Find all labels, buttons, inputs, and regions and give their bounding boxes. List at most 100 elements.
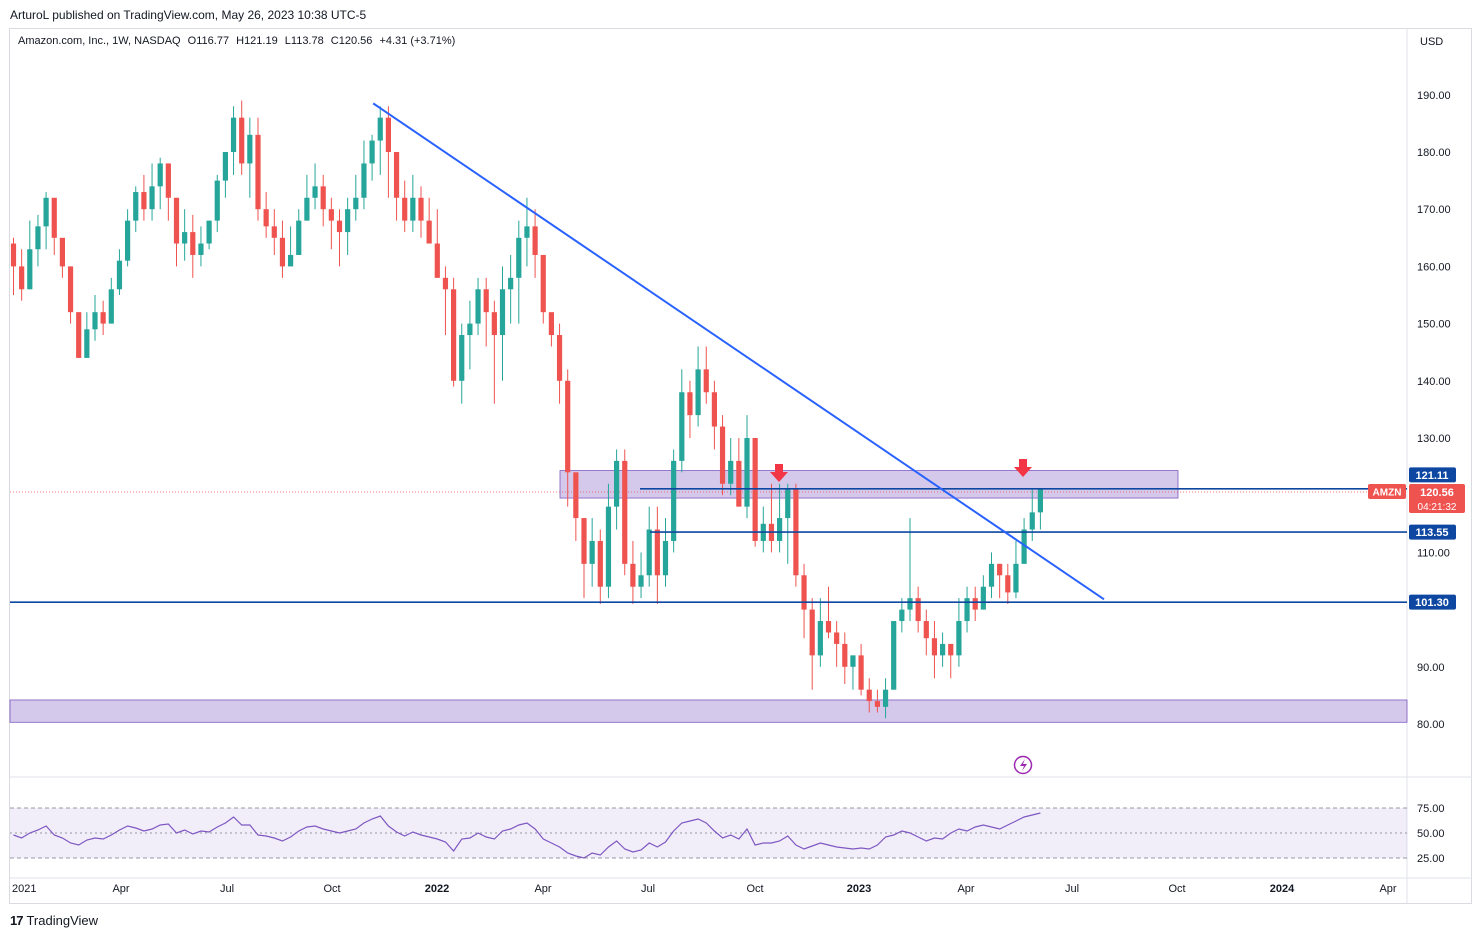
candle[interactable] (385, 106, 391, 198)
candle[interactable] (92, 295, 98, 341)
candle[interactable] (198, 226, 204, 267)
candle[interactable] (565, 369, 571, 507)
candle[interactable] (336, 209, 343, 267)
candle[interactable] (915, 586, 921, 633)
candle[interactable] (459, 323, 465, 404)
candle[interactable] (328, 197, 334, 250)
rsi-line[interactable] (13, 812, 1041, 859)
current-price-badge[interactable]: 120.56 04:21:32 (1409, 483, 1465, 513)
candle[interactable] (165, 163, 171, 221)
candle[interactable] (923, 609, 929, 656)
candle[interactable] (508, 254, 514, 324)
candle[interactable] (27, 220, 33, 290)
price-zone-2[interactable] (9, 699, 1408, 723)
candle[interactable] (320, 174, 326, 227)
candle[interactable] (19, 249, 25, 301)
candle[interactable] (662, 518, 669, 587)
candle[interactable] (499, 266, 506, 381)
candle[interactable] (988, 552, 995, 599)
candle[interactable] (801, 563, 807, 639)
candle[interactable] (907, 518, 913, 622)
candle[interactable] (43, 192, 49, 250)
candle[interactable] (222, 152, 228, 198)
ticker-badge[interactable]: AMZN (1368, 483, 1406, 499)
candle[interactable] (777, 483, 783, 553)
candle[interactable] (475, 277, 481, 336)
candle[interactable] (679, 369, 685, 473)
candle[interactable] (125, 209, 131, 267)
candle[interactable] (296, 209, 302, 255)
candle[interactable] (597, 529, 603, 604)
candle[interactable] (736, 438, 742, 507)
candle[interactable] (451, 277, 457, 387)
candle[interactable] (426, 197, 432, 244)
candle[interactable] (842, 632, 848, 684)
candle[interactable] (532, 209, 538, 278)
candle[interactable] (834, 621, 840, 667)
support-price-badge-2[interactable]: 101.30 (1409, 594, 1456, 610)
candle[interactable] (442, 266, 449, 336)
price-zone-1[interactable] (559, 470, 1179, 499)
candle[interactable] (719, 415, 726, 496)
candle[interactable] (638, 552, 644, 599)
candle[interactable] (483, 277, 489, 347)
candle[interactable] (964, 586, 970, 633)
candle[interactable] (581, 518, 587, 599)
candle[interactable] (393, 152, 400, 221)
candle[interactable] (149, 163, 155, 221)
candle[interactable] (931, 621, 938, 679)
candle[interactable] (434, 209, 440, 278)
candle[interactable] (255, 117, 261, 221)
candle[interactable] (76, 312, 82, 358)
candle[interactable] (206, 220, 212, 250)
candle[interactable] (345, 197, 351, 255)
candle[interactable] (263, 192, 269, 238)
candle[interactable] (214, 174, 220, 233)
candle[interactable] (10, 237, 17, 295)
candle[interactable] (467, 300, 473, 370)
candle[interactable] (1021, 518, 1027, 564)
candle[interactable] (891, 621, 897, 690)
candle[interactable] (752, 438, 758, 547)
candle[interactable] (573, 472, 579, 541)
candle[interactable] (882, 678, 889, 719)
candle[interactable] (288, 226, 294, 267)
candle[interactable] (605, 483, 612, 599)
candle[interactable] (279, 220, 286, 278)
candle[interactable] (899, 598, 905, 633)
candle[interactable] (997, 563, 1003, 599)
candle[interactable] (695, 346, 701, 427)
candle[interactable] (1005, 563, 1011, 604)
candle[interactable] (133, 186, 139, 233)
candle[interactable] (100, 300, 106, 336)
candle[interactable] (377, 106, 383, 175)
candle[interactable] (858, 643, 864, 696)
candle[interactable] (874, 689, 880, 713)
candle[interactable] (866, 678, 872, 713)
support-price-badge-1[interactable]: 113.55 (1409, 524, 1456, 540)
candle[interactable] (190, 214, 196, 278)
candle[interactable] (825, 586, 832, 639)
candle[interactable] (972, 586, 978, 622)
candle[interactable] (630, 540, 636, 604)
candle[interactable] (1013, 540, 1019, 599)
candle[interactable] (491, 300, 497, 404)
candle[interactable] (614, 449, 620, 530)
candle[interactable] (35, 214, 41, 267)
candle[interactable] (671, 449, 677, 553)
symbol-label[interactable]: Amazon.com, Inc., 1W, NASDAQ (18, 35, 181, 47)
candle[interactable] (744, 415, 750, 519)
candle[interactable] (728, 438, 734, 496)
candle[interactable] (760, 506, 766, 553)
candle[interactable] (108, 277, 114, 324)
candle[interactable] (173, 197, 180, 267)
candle[interactable] (654, 506, 660, 604)
candle[interactable] (271, 209, 277, 255)
candle[interactable] (516, 220, 522, 324)
lightning-icon[interactable] (1013, 755, 1033, 775)
candle[interactable] (353, 174, 359, 221)
candle[interactable] (312, 163, 318, 210)
candle[interactable] (980, 575, 986, 610)
candle[interactable] (940, 632, 946, 667)
